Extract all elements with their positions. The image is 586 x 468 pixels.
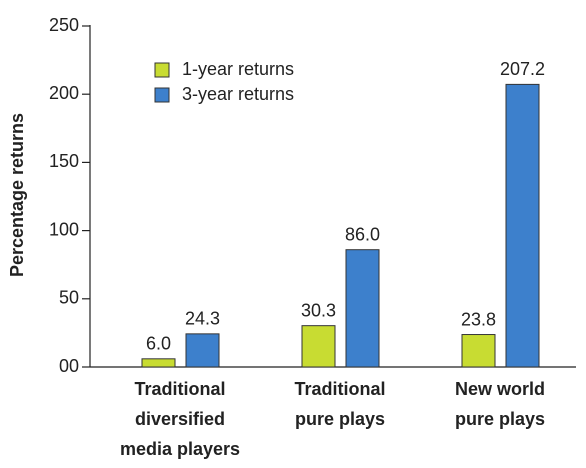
y-tick-label: 50: [59, 288, 79, 308]
data-label: 30.3: [301, 300, 336, 320]
y-tick-label: 100: [49, 219, 79, 239]
data-label: 86.0: [345, 224, 380, 244]
legend-label: 3-year returns: [182, 84, 294, 104]
data-label: 23.8: [461, 309, 496, 329]
bar: [461, 334, 496, 368]
legend-label: 1-year returns: [182, 59, 294, 79]
bar: [345, 249, 380, 368]
bar: [505, 83, 540, 368]
x-tick-label: Traditional pure plays: [294, 379, 385, 429]
y-tick-label: 150: [49, 151, 79, 171]
x-tick-label: New world pure plays: [455, 379, 545, 429]
y-tick-label: 200: [49, 83, 79, 103]
data-label: 24.3: [185, 309, 220, 329]
legend-swatch: [154, 87, 170, 103]
bar: [301, 325, 336, 368]
y-axis-title: Percentage returns: [7, 113, 27, 277]
data-label: 6.0: [146, 334, 171, 354]
data-label: 207.2: [500, 59, 545, 79]
bar: [141, 358, 176, 368]
y-tick-label: 00: [59, 356, 79, 376]
y-tick-label: 250: [49, 15, 79, 35]
bar: [185, 333, 220, 368]
x-tick-label: Traditional diversified media players: [120, 379, 240, 459]
legend-swatch: [154, 62, 170, 78]
